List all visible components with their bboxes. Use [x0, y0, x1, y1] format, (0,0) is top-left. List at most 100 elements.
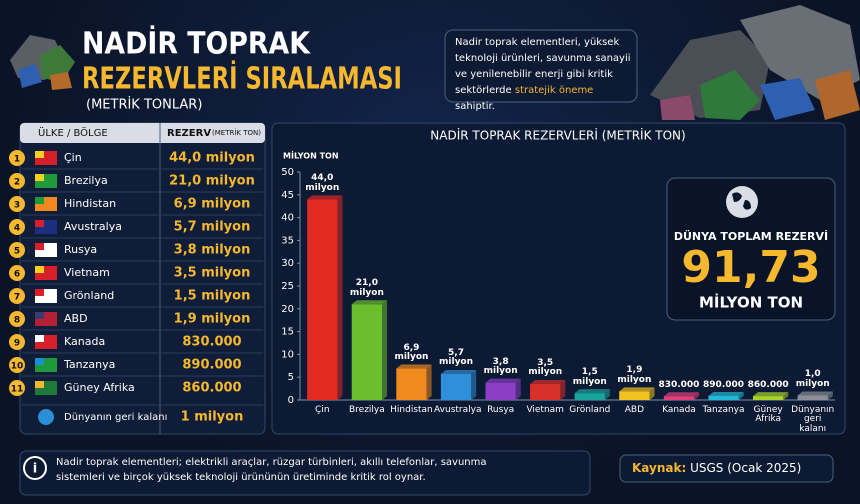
- bar-side: [649, 387, 655, 400]
- bar: [619, 391, 650, 400]
- reserve: 5,7 milyon: [174, 220, 251, 235]
- rank: 7: [14, 293, 20, 303]
- country: Kanada: [64, 335, 105, 348]
- bar-side: [337, 195, 343, 400]
- bar-top: [797, 391, 833, 396]
- y-tick-label: 5: [288, 372, 294, 383]
- total-value: 91,73: [681, 242, 820, 293]
- chart-title: NADİR TOPRAK REZERVLERİ (METRİK TON): [430, 128, 685, 143]
- globe-small: [38, 409, 54, 425]
- value-label: 1,5 milyon: [572, 367, 607, 387]
- bar-top: [396, 364, 432, 369]
- bar-top: [663, 392, 700, 397]
- rank: 4: [14, 224, 20, 234]
- bar-top: [440, 370, 477, 375]
- y-tick-label: 15: [281, 327, 294, 338]
- y-tick-label: 20: [281, 304, 294, 315]
- bar: [663, 396, 695, 400]
- bar-side: [471, 370, 477, 400]
- y-tick-label: 40: [281, 213, 294, 224]
- bar-side: [382, 300, 388, 400]
- country: Avustralya: [64, 220, 122, 233]
- source-label: Kaynak:: [632, 461, 687, 475]
- bar-top: [530, 380, 566, 385]
- value-label: 890.000: [703, 379, 745, 390]
- bar-side: [604, 389, 610, 400]
- bar-side: [738, 391, 744, 400]
- reserve: 3,5 milyon: [174, 266, 251, 281]
- bar: [752, 396, 784, 400]
- flag-detail: [35, 266, 44, 273]
- table-header-bg: [20, 123, 265, 143]
- y-tick-label: 0: [288, 395, 294, 406]
- country: Tanzanya: [63, 358, 115, 371]
- value-label: 5,7 milyon: [439, 348, 474, 368]
- reserve: 1 milyon: [181, 410, 244, 425]
- reserve: 21,0 milyon: [169, 174, 255, 189]
- value-label: 830.000: [658, 380, 700, 391]
- rank: 11: [11, 385, 24, 395]
- rank: 3: [14, 201, 20, 211]
- bar: [574, 393, 605, 400]
- flag-detail: [35, 289, 44, 296]
- rank: 2: [14, 178, 20, 188]
- x-tick-label: Kanada: [662, 405, 696, 415]
- info-highlight: stratejik öneme: [514, 85, 594, 96]
- flag-detail: [35, 197, 44, 204]
- rank-badge: [9, 173, 25, 189]
- rank-badge: [9, 311, 25, 327]
- total-label: DÜNYA TOPLAM REZERVİ: [674, 229, 828, 243]
- bar-side: [515, 378, 521, 400]
- globe-icon: [726, 186, 758, 218]
- rank: 1: [14, 155, 20, 165]
- country: Vietnam: [64, 266, 110, 279]
- info-icon: [23, 456, 47, 480]
- source-box: [619, 454, 834, 483]
- y-axis-title: MİLYON TON: [283, 151, 339, 161]
- bar-top: [574, 389, 610, 394]
- footer-note: Nadir toprak elementleri; elektrikli ara…: [56, 457, 487, 483]
- reserve: 1,9 milyon: [174, 312, 251, 327]
- bar: [351, 304, 383, 400]
- x-tick-label: Vietnam: [526, 405, 564, 415]
- reserve: 44,0 milyon: [169, 151, 255, 166]
- country: Güney Afrika: [64, 381, 135, 394]
- note-box: [19, 450, 591, 496]
- country: Grönland: [64, 289, 114, 302]
- value-label: 21,0 milyon: [349, 278, 384, 298]
- bar-top: [351, 300, 388, 305]
- bar: [440, 374, 472, 400]
- table-header: REZERV: [167, 128, 211, 139]
- value-label: 44,0 milyon: [305, 173, 340, 193]
- flag-detail: [35, 220, 44, 227]
- flag-detail: [35, 151, 44, 158]
- y-tick-label: 30: [281, 258, 294, 269]
- value-label: 3,8 milyon: [483, 356, 518, 377]
- bar-top: [619, 387, 655, 392]
- y-tick-label: 50: [281, 167, 294, 178]
- info-box: [444, 29, 638, 103]
- flag-detail: [35, 174, 44, 181]
- country: Brezilya: [64, 174, 108, 187]
- info-part: Nadir toprak elementleri, yüksek teknolo…: [455, 37, 631, 96]
- x-tick-label: Brezilya: [348, 405, 385, 415]
- value-label: 6,9 milyon: [394, 342, 429, 362]
- bar: [797, 395, 828, 400]
- rank: 8: [14, 316, 20, 326]
- flag-detail: [35, 381, 44, 388]
- globe-land: [732, 192, 751, 210]
- flag-detail: [35, 358, 44, 365]
- bar-side: [783, 392, 789, 400]
- rank-badge: [9, 150, 25, 166]
- x-tick-label: Hindistan: [390, 405, 433, 415]
- y-tick-label: 10: [281, 349, 294, 360]
- rank-badge: [9, 334, 25, 350]
- x-tick-label: Grönland: [569, 405, 611, 415]
- x-tick-label: Rusya: [487, 405, 515, 415]
- flag-detail: [35, 243, 44, 250]
- info-part: sahiptir.: [455, 101, 495, 112]
- bar-side: [694, 392, 700, 400]
- bar: [530, 384, 561, 400]
- info-icon-i: i: [33, 462, 37, 477]
